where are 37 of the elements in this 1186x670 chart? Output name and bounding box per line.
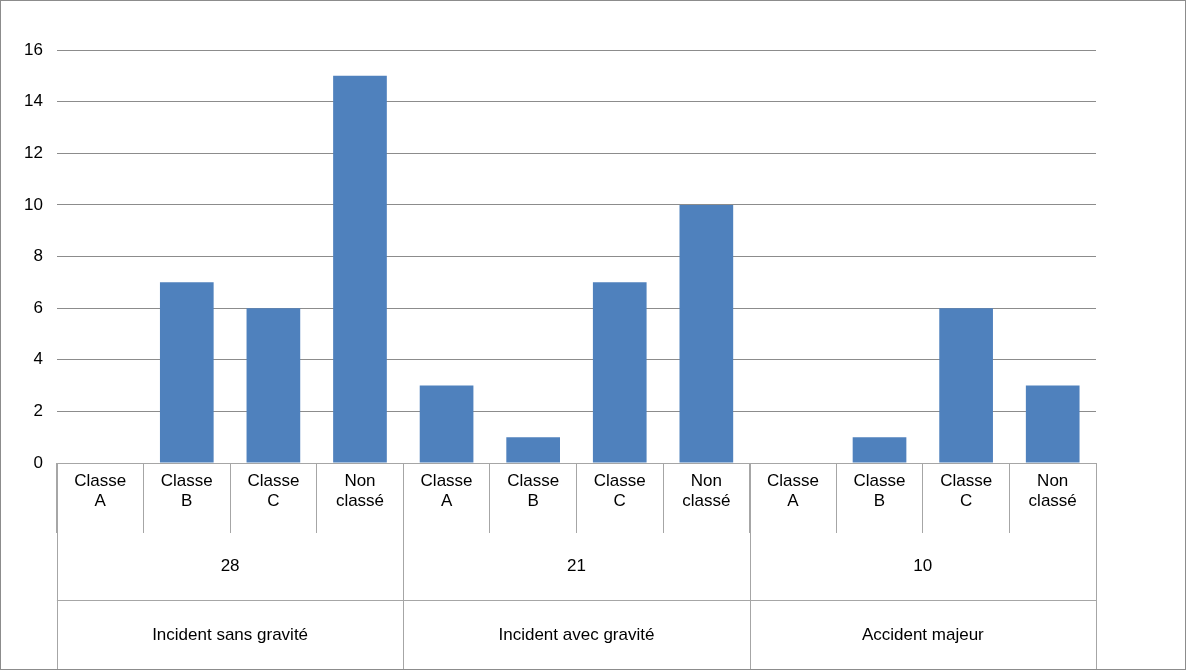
text: 28 xyxy=(220,555,240,575)
text: 10 xyxy=(913,555,933,575)
bar xyxy=(419,385,474,463)
x-tick-label: Classe C xyxy=(593,470,646,511)
x-tick-label: Classe C xyxy=(247,470,300,511)
bar xyxy=(159,282,214,463)
x-tick-label: Classe A xyxy=(766,470,819,511)
y-tick-label: 6 xyxy=(33,297,43,317)
bar xyxy=(506,437,560,463)
y-tick-label: 14 xyxy=(23,91,43,111)
text: 21 xyxy=(566,555,586,575)
x-tick-label: Non classé xyxy=(335,470,385,511)
x-tick-label: Classe C xyxy=(940,470,993,511)
bar xyxy=(852,437,907,463)
bar xyxy=(246,308,301,463)
text: Incident avec gravité xyxy=(498,624,655,644)
x-tick-label: Classe A xyxy=(420,470,473,511)
x-tick-label: Classe B xyxy=(160,470,213,511)
text: Accident majeur xyxy=(861,624,985,644)
bar xyxy=(1025,385,1080,463)
x-tick-label: Classe B xyxy=(853,470,906,511)
x-tick-label: Non classé xyxy=(682,470,731,511)
x-tick-label: Classe A xyxy=(74,470,127,511)
bar xyxy=(592,282,647,463)
y-tick-label: 8 xyxy=(33,246,43,266)
text: Incident sans gravité xyxy=(152,624,309,644)
y-tick-label: 0 xyxy=(33,452,43,472)
bar xyxy=(333,75,387,463)
bar xyxy=(939,308,993,463)
x-tick-label: Non classé xyxy=(1028,470,1077,511)
y-tick-label: 12 xyxy=(23,142,43,162)
y-tick-label: 16 xyxy=(23,39,43,59)
y-tick-label: 4 xyxy=(33,349,43,369)
x-tick-label: Classe B xyxy=(507,470,560,511)
y-tick-label: 2 xyxy=(33,401,43,421)
y-tick-label: 10 xyxy=(23,194,43,214)
bar xyxy=(679,204,734,463)
